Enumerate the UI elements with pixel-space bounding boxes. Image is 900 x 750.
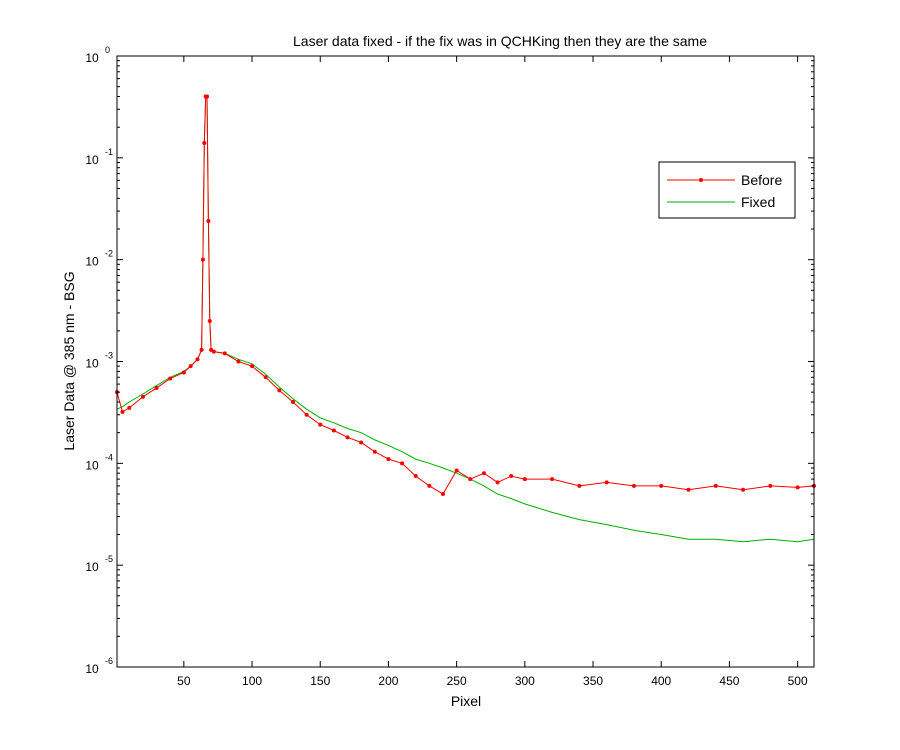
- data-point-before: [207, 318, 212, 323]
- data-point-before: [331, 428, 336, 433]
- y-tick-label: 10: [85, 255, 99, 269]
- data-point-before: [290, 400, 295, 405]
- x-tick-label: 200: [378, 674, 398, 688]
- x-tick-label: 100: [242, 674, 262, 688]
- y-tick-label: 10: [85, 560, 99, 574]
- y-tick-exponent: -6: [105, 656, 113, 666]
- y-tick-exponent: -1: [105, 147, 113, 157]
- data-point-before: [168, 376, 173, 381]
- data-point-before: [359, 440, 364, 445]
- y-tick-exponent: -4: [105, 452, 113, 462]
- data-point-before: [413, 474, 418, 479]
- data-point-before: [206, 218, 211, 223]
- data-point-before: [713, 483, 718, 488]
- x-tick-label: 150: [310, 674, 330, 688]
- legend: Before Fixed: [658, 161, 796, 219]
- data-point-before: [440, 491, 445, 496]
- legend-marker-before: [699, 178, 703, 182]
- x-tick-label: 50: [177, 674, 191, 688]
- data-point-before: [386, 457, 391, 462]
- x-tick-label: 450: [719, 674, 739, 688]
- data-point-before: [345, 435, 350, 440]
- data-point-before: [631, 483, 636, 488]
- data-point-before: [686, 487, 691, 492]
- data-point-before: [188, 364, 193, 369]
- data-point-before: [454, 468, 459, 473]
- data-point-before: [427, 483, 432, 488]
- data-point-before: [154, 385, 159, 390]
- x-tick-label: 500: [788, 674, 808, 688]
- data-point-before: [263, 375, 268, 380]
- data-point-before: [577, 483, 582, 488]
- x-tick-label: 300: [515, 674, 535, 688]
- data-point-before: [195, 357, 200, 362]
- data-point-before: [495, 480, 500, 485]
- data-point-before: [250, 364, 255, 369]
- data-point-before: [181, 370, 186, 375]
- y-tick-label: 10: [85, 662, 99, 676]
- data-point-before: [604, 480, 609, 485]
- x-tick-label: 400: [651, 674, 671, 688]
- series-layer: [115, 94, 816, 543]
- data-point-before: [400, 461, 405, 466]
- data-point-before: [550, 477, 555, 482]
- y-tick-exponent: -2: [105, 249, 113, 259]
- data-point-before: [127, 405, 132, 410]
- y-axis-ticks: 10 -6 10 -5 10 -4 10 -3 10 -2 10 -1 10 0: [85, 45, 814, 676]
- y-tick-exponent: -5: [105, 554, 113, 564]
- data-point-before: [741, 487, 746, 492]
- data-point-before: [509, 474, 514, 479]
- data-point-before: [140, 394, 145, 399]
- y-tick-label: 10: [85, 51, 99, 65]
- data-point-before: [481, 471, 486, 476]
- data-point-before: [277, 388, 282, 393]
- legend-label-fixed: Fixed: [741, 194, 775, 210]
- y-tick-label: 10: [85, 153, 99, 167]
- legend-box: [658, 161, 796, 219]
- x-axis-ticks: 50 100 150 200 250 300 350 400 450 500: [177, 56, 808, 688]
- data-point-before: [205, 94, 210, 99]
- data-point-before: [236, 359, 241, 364]
- data-point-before: [522, 477, 527, 482]
- data-point-before: [120, 409, 125, 414]
- data-point-before: [211, 349, 216, 354]
- data-point-before: [199, 347, 204, 352]
- data-point-before: [768, 483, 773, 488]
- y-tick-label: 10: [85, 357, 99, 371]
- data-point-before: [795, 485, 800, 490]
- data-point-before: [318, 422, 323, 427]
- series-line-before: [116, 96, 815, 495]
- y-tick-label: 10: [85, 458, 99, 472]
- data-point-before: [222, 351, 227, 356]
- chart-title: Laser data fixed - if the fix was in QCH…: [293, 33, 707, 49]
- data-point-before: [200, 257, 205, 262]
- y-tick-exponent: -3: [105, 351, 113, 361]
- plot-area: [117, 56, 814, 667]
- legend-label-before: Before: [741, 172, 782, 188]
- x-axis-title: Pixel: [451, 693, 481, 709]
- x-tick-label: 250: [447, 674, 467, 688]
- data-point-before: [468, 477, 473, 482]
- data-point-before: [304, 412, 309, 417]
- x-tick-label: 350: [583, 674, 603, 688]
- y-axis-title: Laser Data @ 385 nm - BSG: [61, 271, 77, 450]
- data-point-before: [372, 449, 377, 454]
- y-tick-exponent: 0: [105, 45, 110, 55]
- data-point-before: [659, 483, 664, 488]
- data-point-before: [202, 140, 207, 145]
